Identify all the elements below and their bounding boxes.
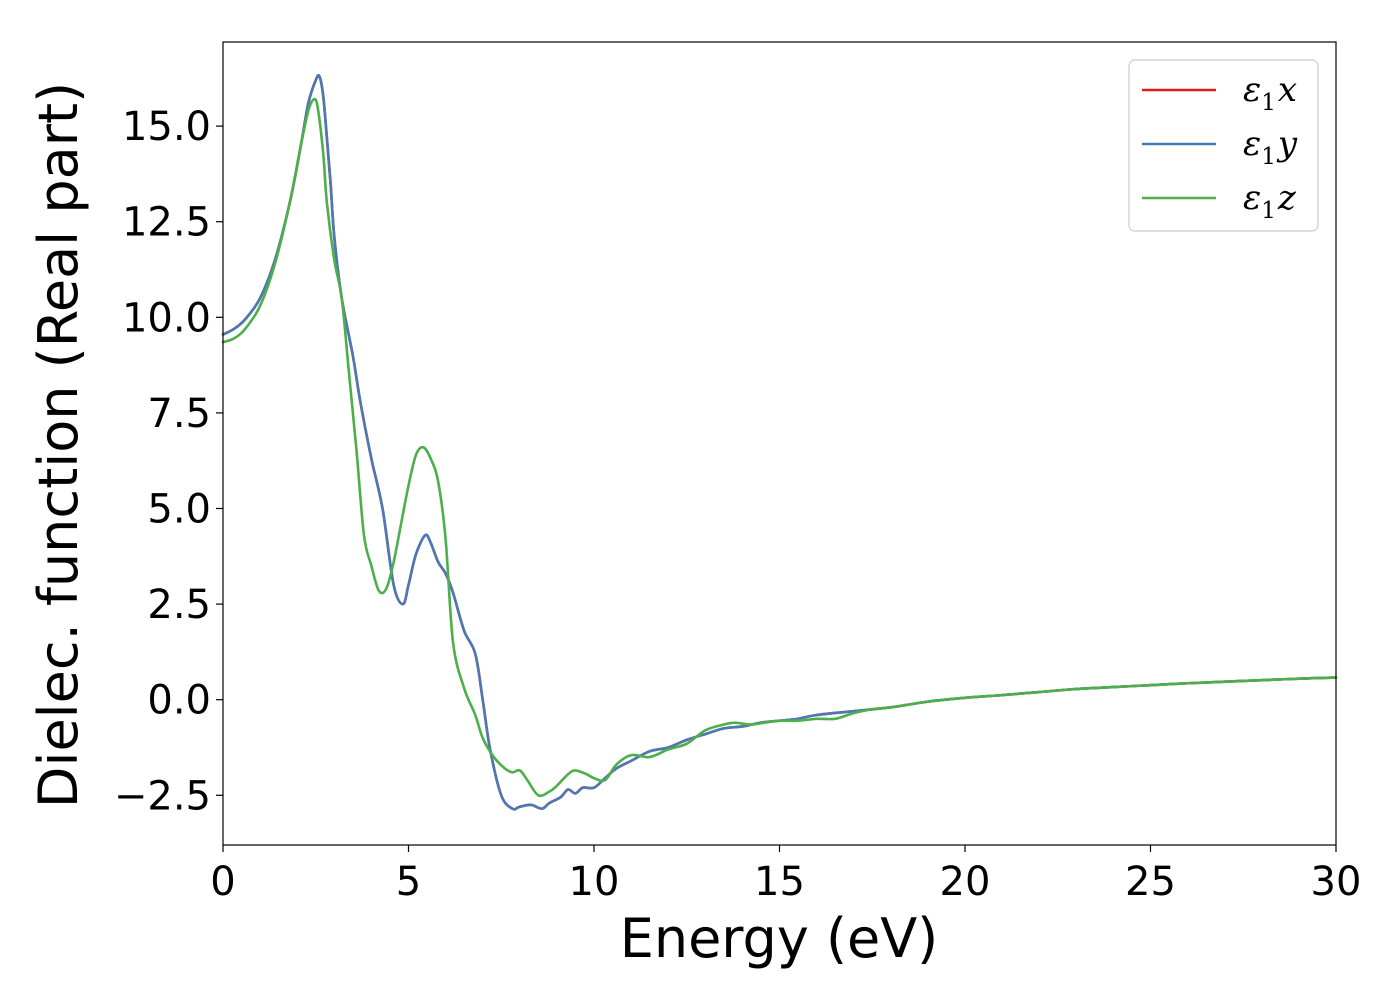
y-axis-label: Dielec. function (Real part) — [27, 82, 90, 808]
x-tick-label: 30 — [1311, 859, 1362, 905]
x-axis: 0 5 10 15 20 25 30 — [210, 845, 1361, 905]
y-tick-label: 12.5 — [122, 200, 211, 246]
y-tick-label: −2.5 — [114, 773, 211, 819]
x-tick-label: 0 — [210, 859, 235, 905]
y-tick-label: 10.0 — [122, 295, 211, 341]
y-tick-label: 7.5 — [147, 391, 211, 437]
y-tick-label: 15.0 — [122, 104, 211, 150]
legend-label-y: ε1y — [1243, 124, 1298, 170]
legend-box — [1128, 59, 1319, 232]
series-line-z — [221, 97, 1338, 798]
legend-label-x: ε1x — [1243, 70, 1297, 116]
x-axis-label: Energy (eV) — [620, 907, 939, 970]
series-layer — [221, 74, 1338, 811]
x-tick-label: 15 — [754, 859, 805, 905]
x-tick-label: 10 — [569, 859, 620, 905]
legend: ε1x ε1y ε1z — [1128, 59, 1319, 232]
x-tick-label: 25 — [1125, 859, 1176, 905]
y-tick-label: 5.0 — [147, 487, 211, 533]
legend-items: ε1x ε1y ε1z — [1142, 70, 1298, 224]
legend-label-z: ε1z — [1243, 178, 1297, 224]
x-tick-label: 20 — [940, 859, 991, 905]
x-tick-label: 5 — [396, 859, 421, 905]
y-axis: −2.5 0.0 2.5 5.0 7.5 10.0 12.5 15.0 — [114, 104, 223, 819]
y-tick-label: 0.0 — [147, 678, 211, 724]
y-tick-label: 2.5 — [147, 582, 211, 628]
